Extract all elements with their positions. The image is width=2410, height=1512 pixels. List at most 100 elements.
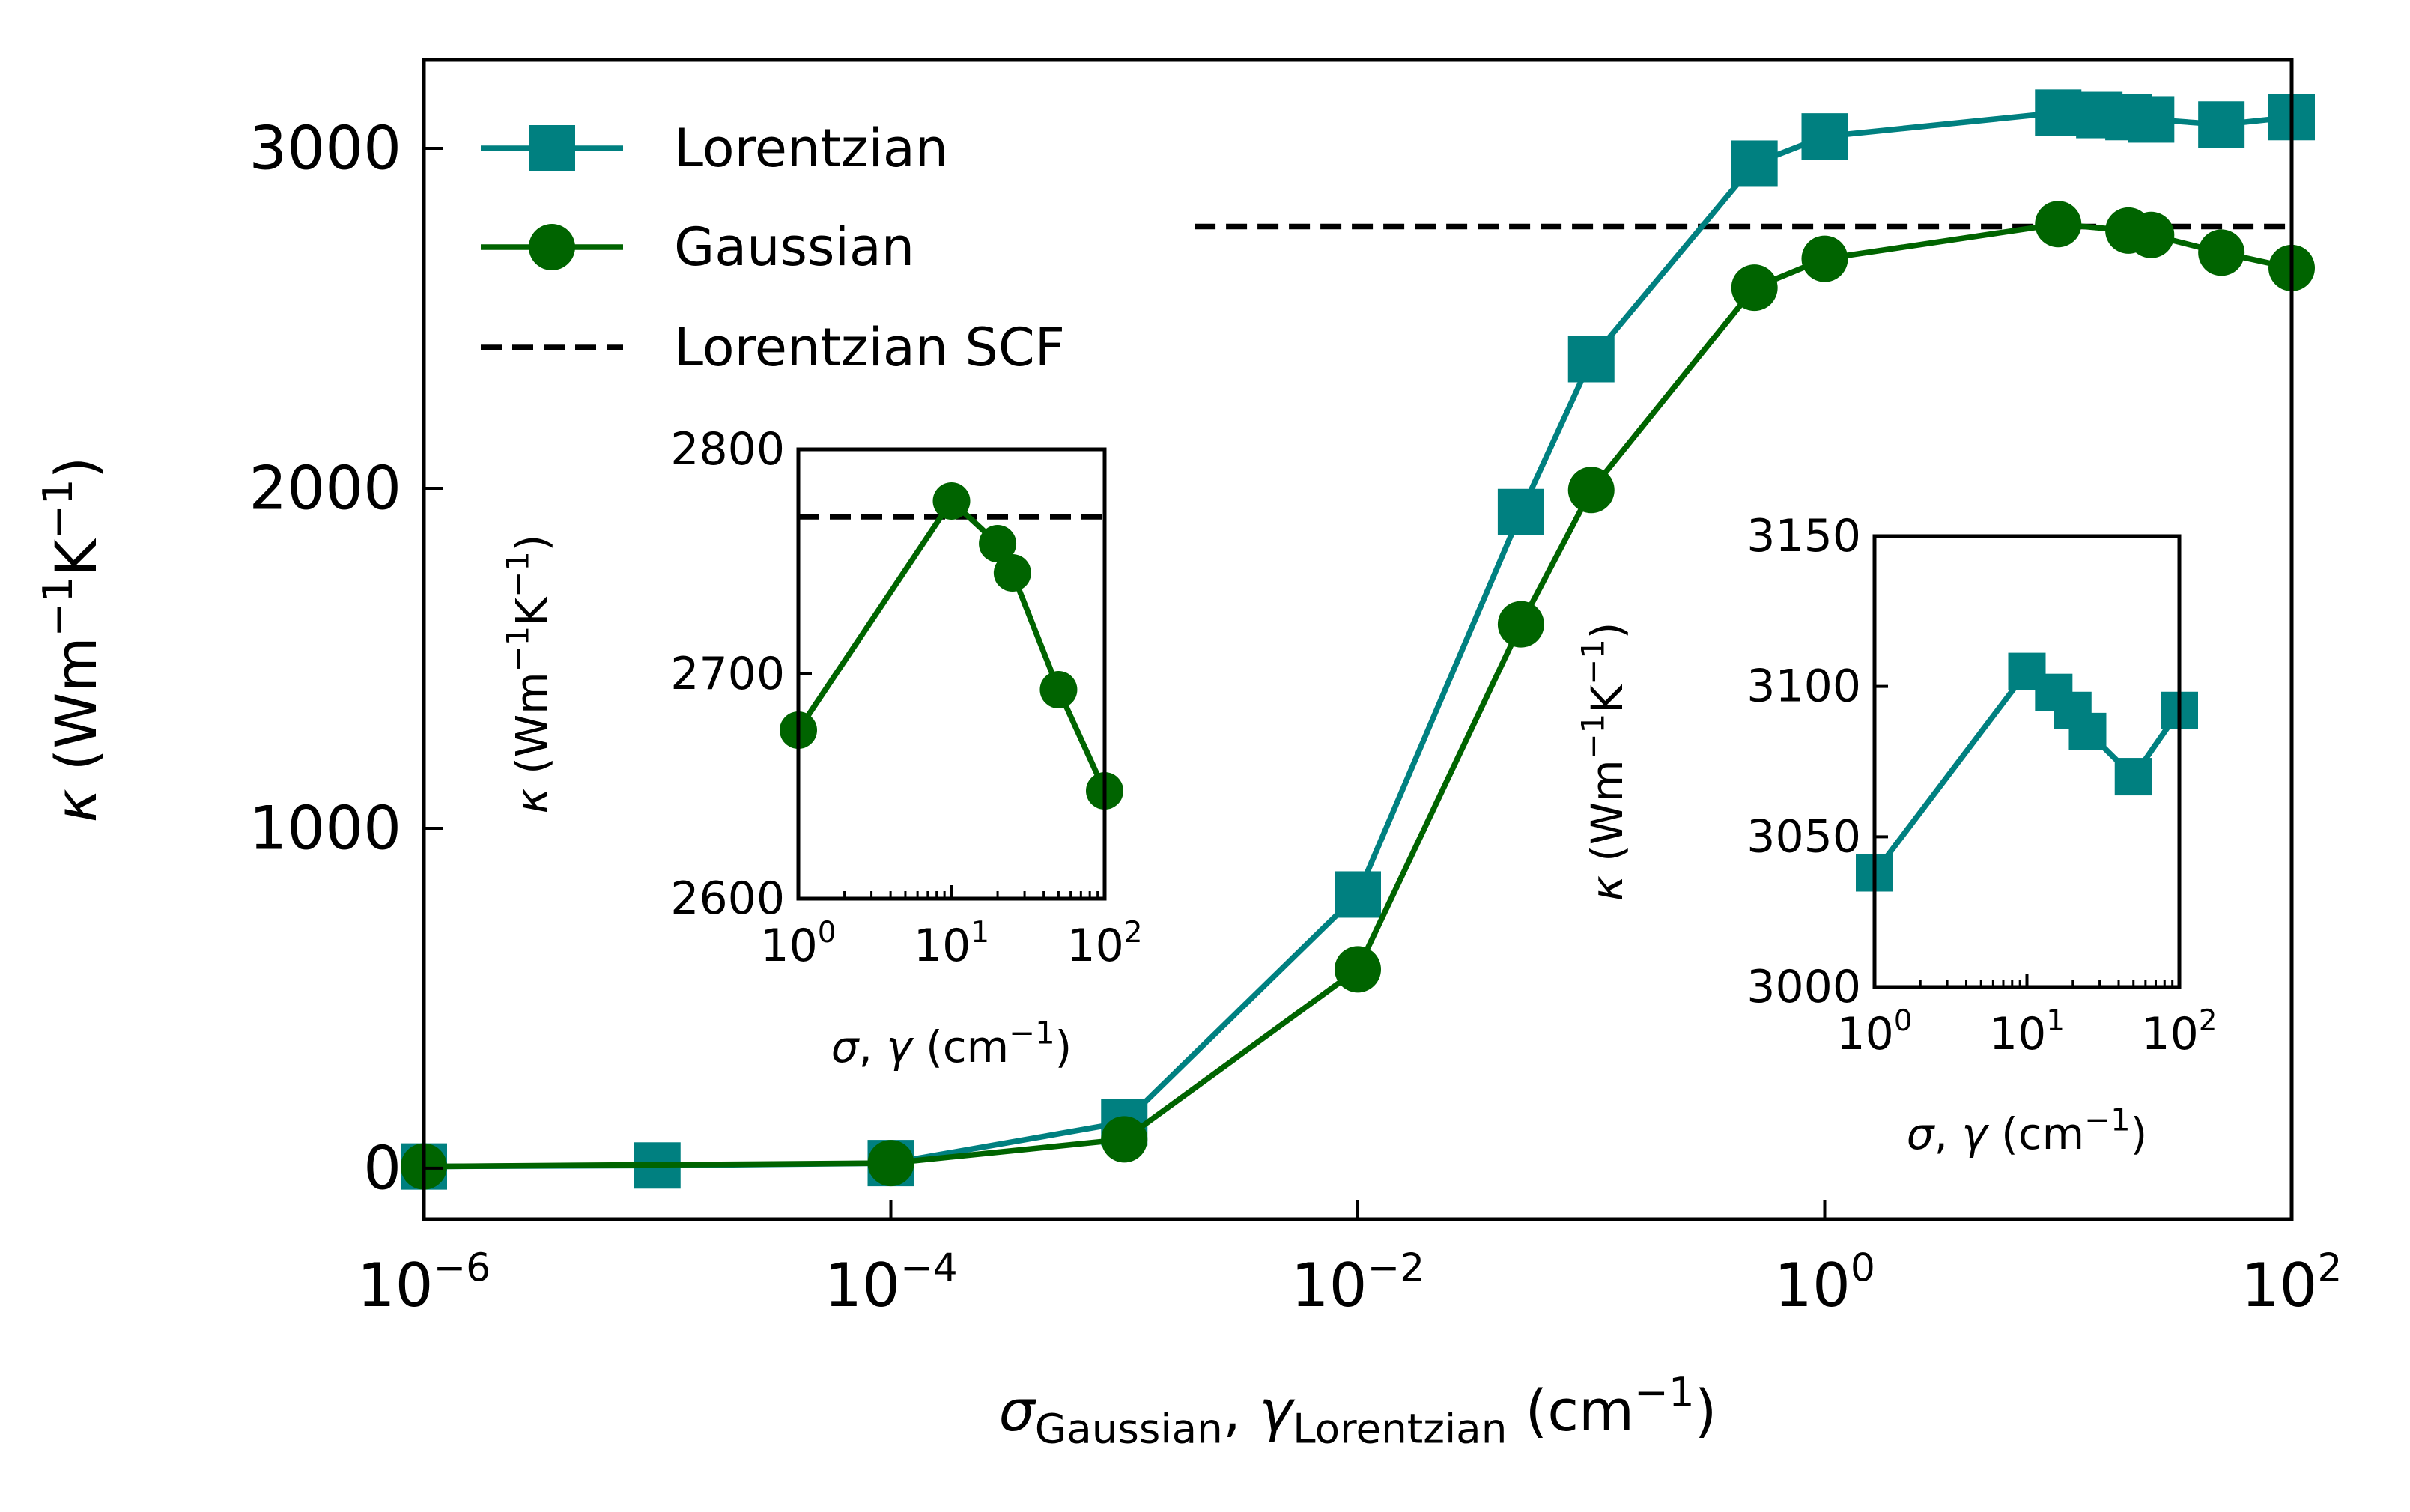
data-point-gaussian xyxy=(867,1140,914,1187)
x-label-unit-close: ) xyxy=(1055,1021,1072,1072)
data-point-gaussian xyxy=(1731,264,1778,312)
series-gaussian xyxy=(780,482,1123,810)
tick-base: 10 xyxy=(824,1251,900,1320)
data-point-gaussian xyxy=(2128,211,2175,258)
tick-base: 10 xyxy=(2241,1251,2318,1320)
tick-exponent: 2 xyxy=(2199,1004,2218,1038)
legend-label: Lorentzian xyxy=(674,118,948,179)
x-label-unit-exp: −1 xyxy=(1009,1015,1055,1051)
y-label-exp2: −1 xyxy=(500,551,536,598)
tick-base: 10 xyxy=(1291,1251,1368,1320)
data-point-gaussian xyxy=(1101,1116,1148,1163)
data-point-lorentzian xyxy=(2198,101,2245,148)
data-point-gaussian xyxy=(2198,229,2245,276)
data-point-lorentzian xyxy=(1731,140,1778,187)
data-point-lorentzian xyxy=(1567,336,1615,383)
x-tick-label: 102 xyxy=(2241,1245,2343,1320)
tick-exponent: 2 xyxy=(2317,1245,2342,1290)
y-axis-label: κ (Wm−1K−1) xyxy=(500,535,557,814)
y-label-exp2: −1 xyxy=(1575,639,1612,685)
data-point-gaussian xyxy=(932,482,971,520)
x-label-sep: , xyxy=(1223,1377,1259,1444)
tick-base: 10 xyxy=(760,920,817,972)
data-point-lorentzian xyxy=(1497,488,1544,535)
tick-base: 10 xyxy=(1066,920,1123,972)
y-axis-label: κ (Wm−1K−1) xyxy=(1575,622,1633,902)
tick-exponent: 1 xyxy=(971,916,989,950)
data-point-gaussian xyxy=(1801,235,1848,282)
x-tick-label: 10−2 xyxy=(1291,1245,1424,1320)
y-label-exp1: −1 xyxy=(34,577,82,637)
x-label-sep: , xyxy=(858,1021,886,1072)
tick-base: 10 xyxy=(2141,1008,2198,1060)
x-tick-label: 101 xyxy=(1989,1004,2065,1060)
y-tick-label: 3150 xyxy=(1746,510,1861,562)
tick-exponent: 0 xyxy=(1894,1004,1913,1038)
legend-marker-square xyxy=(529,125,575,171)
data-point-gaussian xyxy=(993,554,1031,592)
tick-base: 10 xyxy=(1836,1008,1893,1060)
x-label-sigma: σ xyxy=(831,1021,861,1072)
data-point-lorentzian xyxy=(2035,89,2082,136)
tick-exponent: −2 xyxy=(1368,1245,1425,1290)
y-label-kappa: κ xyxy=(1582,875,1633,901)
legend-marker-circle xyxy=(529,224,575,270)
y-label-unit-close: ) xyxy=(506,535,557,552)
legend-entry-lorentzian-scf: Lorentzian SCF xyxy=(481,317,1065,378)
x-label-unit-exp: −1 xyxy=(1634,1368,1695,1416)
data-point-lorentzian xyxy=(2114,758,2152,796)
y-label-unit-close: ) xyxy=(43,457,109,479)
legend-entry-gaussian: Gaussian xyxy=(481,216,914,278)
y-tick-label: 2700 xyxy=(670,648,785,700)
tick-exponent: −4 xyxy=(900,1245,958,1290)
y-label-unit: (Wm xyxy=(1582,759,1633,875)
x-tick-label: 10−4 xyxy=(824,1245,957,1320)
legend-entry-lorentzian: Lorentzian xyxy=(481,118,948,179)
tick-exponent: −6 xyxy=(434,1245,491,1290)
x-tick-label: 100 xyxy=(1836,1004,1912,1060)
legend-label: Gaussian xyxy=(674,216,914,278)
y-label-kappa: κ xyxy=(506,788,557,813)
data-point-gaussian xyxy=(2035,201,2082,248)
tick-base: 10 xyxy=(914,920,971,972)
x-label-sep: , xyxy=(1934,1108,1961,1159)
y-tick-label: 1000 xyxy=(249,793,401,863)
tick-exponent: 2 xyxy=(1124,916,1143,950)
y-tick-label: 3100 xyxy=(1746,661,1861,713)
y-tick-label: 0 xyxy=(363,1133,401,1203)
x-label-unit: (cm xyxy=(912,1021,1009,1072)
x-axis-label: σGaussian, γLorentzian (cm−1) xyxy=(999,1368,1717,1453)
x-label-unit: (cm xyxy=(1988,1108,2084,1159)
x-axis-label: σ, γ (cm−1) xyxy=(831,1015,1072,1072)
tick-exponent: 0 xyxy=(818,916,837,950)
x-label-sigma: σ xyxy=(999,1377,1037,1444)
x-label-unit: (cm xyxy=(1507,1377,1634,1444)
y-label-exp1: −1 xyxy=(500,626,536,672)
series-gaussian xyxy=(401,201,2315,1190)
y-tick-label: 3050 xyxy=(1746,810,1861,863)
data-point-lorentzian xyxy=(1335,871,1381,918)
data-point-gaussian xyxy=(1567,467,1615,514)
y-label-k: K xyxy=(506,596,557,626)
tick-base: 10 xyxy=(357,1251,434,1320)
tick-base: 10 xyxy=(1774,1251,1851,1320)
data-point-lorentzian xyxy=(1801,113,1848,160)
x-tick-label: 10−6 xyxy=(357,1245,491,1320)
x-label-unit-close: ) xyxy=(2131,1108,2148,1159)
x-label-unit-exp: −1 xyxy=(2084,1102,2131,1138)
y-label-k: K xyxy=(43,538,109,577)
data-point-gaussian xyxy=(1039,671,1078,708)
x-label-gamma-sub: Lorentzian xyxy=(1293,1405,1507,1453)
legend: Lorentzian Gaussian Lorentzian SCF xyxy=(481,118,1065,378)
tick-base: 10 xyxy=(1989,1008,2046,1060)
y-tick-label: 3000 xyxy=(1746,961,1861,1013)
x-label-gamma: γ xyxy=(1259,1377,1296,1444)
y-tick-label: 2600 xyxy=(670,872,785,925)
y-label-unit: (Wm xyxy=(506,672,557,788)
x-tick-label: 100 xyxy=(760,916,836,972)
x-axis-label: σ, γ (cm−1) xyxy=(1907,1102,2148,1159)
tick-exponent: 0 xyxy=(1851,1245,1875,1290)
